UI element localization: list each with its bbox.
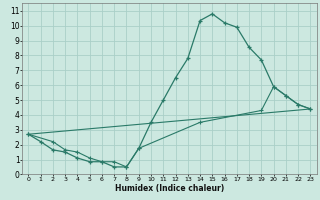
- X-axis label: Humidex (Indice chaleur): Humidex (Indice chaleur): [115, 184, 224, 193]
